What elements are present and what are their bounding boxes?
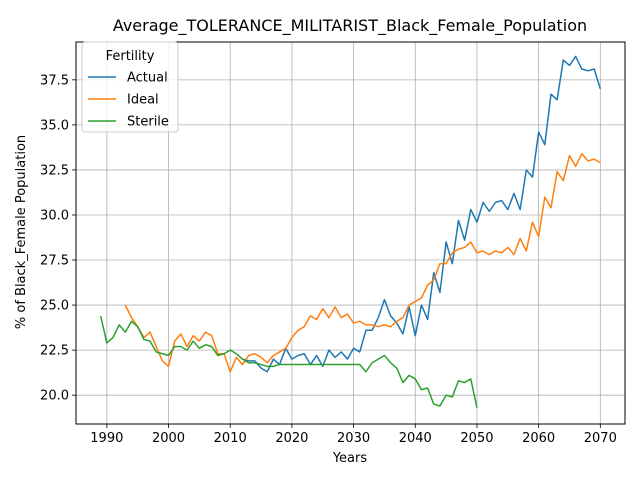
x-tick-label: 2060	[522, 431, 555, 446]
x-tick-label: 2050	[460, 431, 493, 446]
legend-title: Fertility	[106, 49, 155, 64]
legend-label-sterile: Sterile	[127, 115, 169, 130]
x-tick-label: 1990	[90, 431, 123, 446]
y-tick-label: 22.5	[40, 344, 69, 359]
legend-label-ideal: Ideal	[127, 93, 159, 108]
x-tick-label: 2040	[399, 431, 432, 446]
y-tick-label: 35.0	[40, 118, 69, 133]
y-axis-label: % of Black_Female Population	[14, 135, 29, 329]
x-axis-label: Years	[332, 451, 368, 466]
y-tick-label: 27.5	[40, 254, 69, 269]
y-tick-label: 25.0	[40, 299, 69, 314]
x-tick-label: 2000	[152, 431, 185, 446]
x-tick-label: 2070	[584, 431, 617, 446]
legend: Fertility Actual Ideal Sterile	[82, 42, 178, 132]
chart-title: Average_TOLERANCE_MILITARIST_Black_Femal…	[113, 16, 587, 36]
y-tick-label: 20.0	[40, 389, 69, 404]
legend-label-actual: Actual	[127, 71, 168, 86]
y-tick-label: 32.5	[40, 163, 69, 178]
x-tick-label: 2020	[275, 431, 308, 446]
x-tick-label: 2010	[214, 431, 247, 446]
y-tick-label: 37.5	[40, 73, 69, 88]
x-tick-label: 2030	[337, 431, 370, 446]
y-tick-label: 30.0	[40, 208, 69, 223]
